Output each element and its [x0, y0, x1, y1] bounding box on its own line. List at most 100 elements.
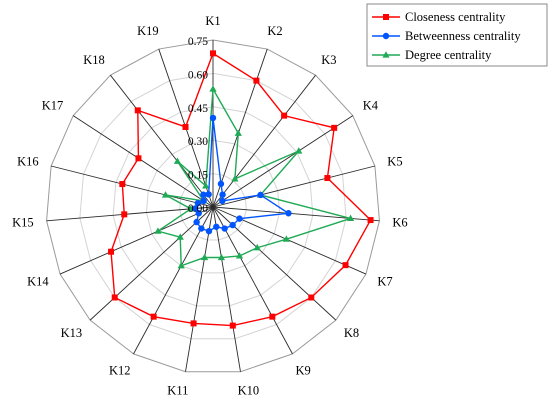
- tick-label-5: 0.75: [188, 36, 208, 48]
- grid-ring-4: [79, 72, 347, 340]
- data-point-2-K14: [154, 227, 162, 234]
- data-point-2-K8: [253, 243, 261, 251]
- data-point-0-K18: [134, 107, 141, 114]
- data-point-2-K12: [177, 261, 185, 269]
- data-point-1-K13: [193, 218, 200, 226]
- category-label-K1: K1: [205, 14, 220, 28]
- data-point-1-K10: [213, 223, 220, 230]
- spoke-K13: [89, 206, 214, 321]
- legend-marker-1: [382, 32, 390, 40]
- legend-marker-2: [382, 51, 390, 58]
- data-point-0-K7: [342, 262, 349, 269]
- data-point-1-K2: [217, 180, 225, 188]
- category-label-K9: K9: [296, 364, 311, 378]
- category-label-K11: K11: [167, 383, 188, 397]
- data-point-1-K17: [200, 197, 207, 205]
- spoke-K17: [72, 115, 214, 208]
- category-label-K15: K15: [12, 215, 34, 229]
- data-point-0-K5: [324, 175, 331, 182]
- data-point-1-K18: [200, 191, 207, 198]
- data-point-1-K6: [285, 210, 292, 217]
- series-0: [108, 50, 374, 329]
- spoke-K10: [212, 206, 241, 372]
- spoke-K5: [212, 165, 376, 208]
- data-point-0-K11: [190, 320, 197, 327]
- data-point-1-K9: [221, 225, 228, 232]
- data-point-1-K8: [229, 221, 236, 229]
- tick-label-3: 0.45: [188, 103, 208, 115]
- spoke-K3: [212, 74, 316, 208]
- category-label-K18: K18: [83, 53, 105, 67]
- legend-marker-0: [383, 14, 389, 20]
- data-point-0-K13: [111, 294, 118, 301]
- spoke-K11: [185, 206, 214, 372]
- data-point-0-K10: [229, 322, 236, 329]
- data-point-2-K3: [231, 175, 239, 182]
- data-point-1-K16: [194, 199, 202, 207]
- category-label-K5: K5: [387, 154, 402, 168]
- data-point-1-K3: [219, 191, 226, 198]
- grid-ring-3: [112, 106, 314, 307]
- data-point-0-K2: [253, 77, 260, 84]
- legend-label-1: Betweenness centrality: [405, 29, 521, 43]
- data-point-0-K4: [331, 124, 338, 131]
- data-point-0-K8: [308, 294, 315, 301]
- data-point-0-K1: [210, 50, 216, 57]
- data-point-1-K15: [192, 205, 199, 212]
- category-label-K10: K10: [238, 383, 260, 397]
- series-line-0: [110, 52, 372, 327]
- data-point-0-K17: [135, 155, 142, 162]
- data-point-1-K14: [195, 210, 202, 217]
- spoke-K15: [46, 206, 214, 222]
- data-point-2-K11: [200, 253, 209, 261]
- data-point-2-K10: [217, 253, 226, 261]
- category-label-K19: K19: [137, 24, 159, 38]
- data-point-2-K4: [295, 147, 303, 154]
- spoke-K18: [110, 74, 214, 208]
- spoke-K16: [50, 165, 214, 208]
- legend-item-2: Degree centrality: [372, 48, 492, 62]
- data-point-1-K12: [198, 225, 205, 232]
- data-point-2-K9: [235, 252, 244, 259]
- series-1: [192, 114, 292, 235]
- data-point-0-K14: [108, 248, 115, 255]
- spoke-K14: [59, 206, 214, 275]
- data-point-2-K6: [346, 214, 355, 221]
- data-point-1-K4: [219, 197, 226, 205]
- data-point-2-K13: [176, 233, 184, 240]
- data-point-1-K7: [236, 215, 243, 222]
- tick-labels: 0.00 0.15 0.30 0.45 0.60 0.75: [188, 36, 208, 215]
- spoke-K9: [212, 206, 293, 355]
- category-label-K14: K14: [27, 275, 49, 289]
- data-point-1-K19: [205, 191, 212, 198]
- spoke-K12: [133, 206, 214, 355]
- grid-ring-5: [46, 39, 380, 373]
- data-point-0-K12: [150, 313, 157, 320]
- data-point-1-K11: [205, 227, 213, 235]
- category-label-K3: K3: [321, 53, 336, 67]
- data-point-2-K16: [161, 191, 170, 198]
- category-label-K7: K7: [377, 275, 392, 289]
- data-point-0-K6: [367, 217, 374, 224]
- tick-label-1: 0.15: [188, 170, 208, 182]
- data-point-2-K18: [173, 157, 182, 164]
- legend: Closeness centrality Betweenness centrali…: [366, 3, 548, 67]
- legend-item-0: Closeness centrality: [372, 10, 506, 24]
- tick-label-2: 0.30: [188, 136, 208, 148]
- category-label-K13: K13: [61, 326, 83, 340]
- data-point-0-K16: [119, 181, 126, 188]
- category-labels: K1 K2 K3 K4 K5 K6 K7 K8 K9 K10 K11 K12 K13 K14 K15 K16 K…: [12, 14, 408, 397]
- spoke-K4: [212, 115, 354, 208]
- data-point-1-K1: [209, 114, 217, 122]
- radar-grid: [46, 39, 380, 373]
- tick-label-0: 0.00: [188, 203, 208, 215]
- category-label-K4: K4: [363, 98, 379, 112]
- data-point-0-K3: [281, 112, 288, 119]
- data-point-0-K9: [269, 313, 276, 320]
- category-label-K2: K2: [267, 24, 282, 38]
- legend-label-2: Degree centrality: [405, 48, 492, 62]
- tick-label-4: 0.60: [188, 69, 208, 81]
- category-label-K12: K12: [109, 364, 131, 378]
- data-point-0-K19: [182, 123, 189, 130]
